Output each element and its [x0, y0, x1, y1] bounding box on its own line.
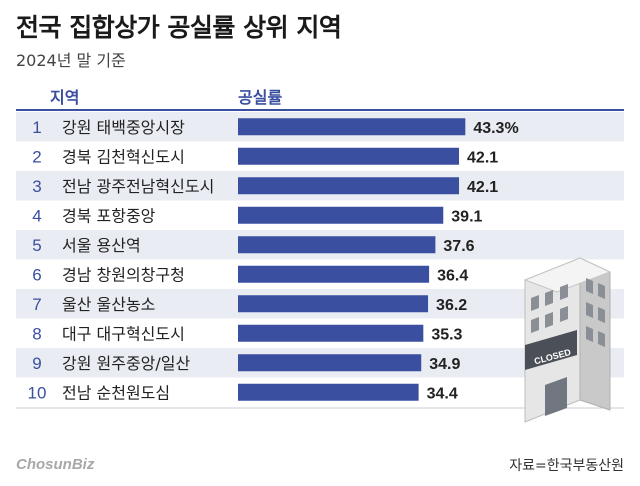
rate-column-header: 공실률 [238, 88, 283, 107]
region-label: 경북 포항중앙 [62, 206, 156, 225]
region-label: 울산 울산농소 [62, 295, 155, 314]
rank-label: 3 [32, 177, 41, 196]
rank-label: 8 [32, 324, 41, 343]
logo-text: ChosunBiz [16, 456, 95, 473]
value-label: 36.4 [437, 267, 468, 284]
bar [238, 118, 466, 136]
source-note: 자료=한국부동산원 [509, 458, 624, 474]
value-label: 43.3% [473, 120, 518, 137]
rank-label: 2 [32, 147, 41, 166]
region-column-header: 지역 [50, 88, 80, 107]
chart-title: 전국 집합상가 공실률 상위 지역 [16, 13, 342, 42]
rank-label: 7 [32, 295, 41, 314]
bar [238, 383, 419, 401]
chart-subtitle: 2024년 말 기준 [16, 51, 126, 70]
rank-label: 1 [32, 118, 41, 137]
value-label: 36.2 [436, 297, 467, 314]
rank-label: 9 [32, 354, 41, 373]
region-label: 전남 순천원도심 [62, 383, 170, 402]
rank-label: 4 [32, 206, 41, 225]
region-label: 강원 태백중앙시장 [62, 118, 185, 137]
closed-building-icon: CLOSED [523, 257, 612, 423]
rank-label: 10 [28, 383, 47, 402]
bar [238, 354, 422, 372]
value-label: 42.1 [467, 179, 498, 196]
value-label: 34.9 [429, 356, 460, 373]
region-label: 전남 광주전남혁신도시 [62, 177, 214, 196]
value-label: 39.1 [451, 208, 482, 225]
bar [238, 265, 430, 283]
value-label: 42.1 [467, 149, 498, 166]
region-label: 서울 용산역 [62, 236, 141, 255]
value-label: 37.6 [443, 238, 474, 255]
chosunbiz-logo: ChosunBiz [16, 456, 95, 473]
region-label: 경북 김천혁신도시 [62, 147, 185, 166]
bar [238, 206, 444, 224]
rank-label: 6 [32, 265, 41, 284]
bar [238, 177, 460, 195]
rank-label: 5 [32, 236, 41, 255]
region-label: 강원 원주중앙/일산 [62, 354, 191, 373]
bar [238, 147, 460, 165]
bar [238, 324, 424, 342]
bar [238, 236, 436, 254]
value-label: 34.4 [427, 385, 458, 402]
value-label: 35.3 [431, 326, 462, 343]
bar [238, 295, 429, 313]
region-label: 대구 대구혁신도시 [62, 324, 185, 343]
region-label: 경남 창원의창구청 [62, 265, 185, 284]
